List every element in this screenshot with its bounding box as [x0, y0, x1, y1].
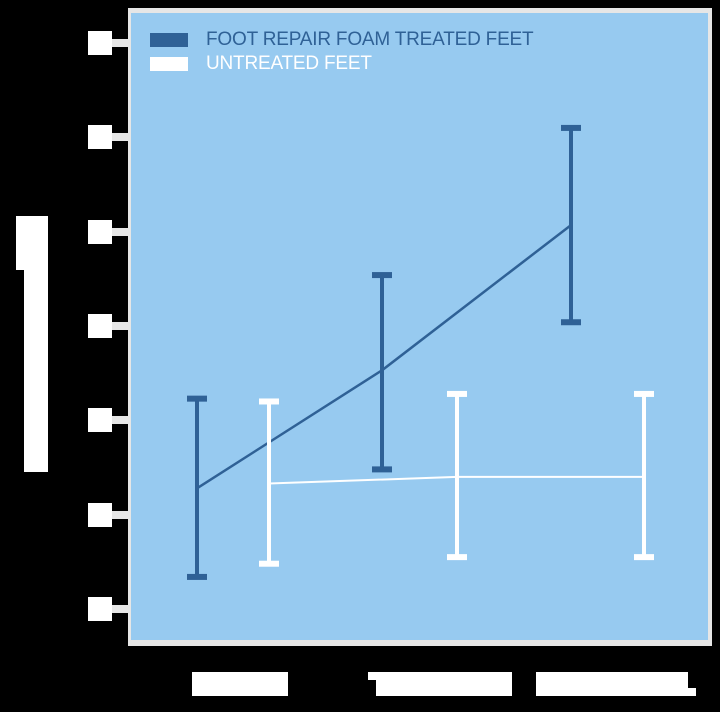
legend-swatch-treated [150, 33, 188, 47]
x-tick-label-2 [536, 672, 688, 696]
y-tick-mark [112, 39, 128, 48]
y-tick-mark [112, 322, 128, 330]
y-tick-label [88, 31, 112, 56]
x-tick-label-1b [376, 672, 512, 696]
legend-item-untreated: UNTREATED FEET [150, 52, 533, 76]
y-tick-mark [112, 416, 128, 425]
error-bar [259, 398, 279, 567]
y-tick-label [88, 314, 112, 338]
y-tick-mark [112, 605, 128, 613]
y-tick-label [88, 597, 112, 621]
legend-label-treated: FOOT REPAIR FOAM TREATED FEET [206, 29, 534, 50]
y-tick-mark [112, 133, 128, 142]
error-bar [447, 390, 467, 561]
legend: FOOT REPAIR FOAM TREATED FEET UNTREATED … [150, 28, 534, 76]
error-bar [372, 272, 392, 473]
x-tick-label-0 [192, 672, 288, 696]
y-tick-label [88, 408, 112, 433]
error-bar [187, 395, 207, 580]
error-bar [561, 124, 581, 326]
y-tick-label [88, 219, 112, 244]
error-bar [634, 390, 654, 561]
y-tick-mark [112, 510, 128, 519]
legend-label-untreated: UNTREATED FEET [206, 53, 372, 74]
y-tick-label [88, 125, 112, 150]
plot-area [131, 13, 708, 640]
legend-item-treated: FOOT REPAIR FOAM TREATED FEET [150, 28, 534, 52]
x-tick-label-1 [368, 672, 376, 680]
y-tick-mark [112, 227, 128, 236]
y-tick-label [88, 502, 112, 527]
legend-swatch-untreated [150, 57, 188, 71]
